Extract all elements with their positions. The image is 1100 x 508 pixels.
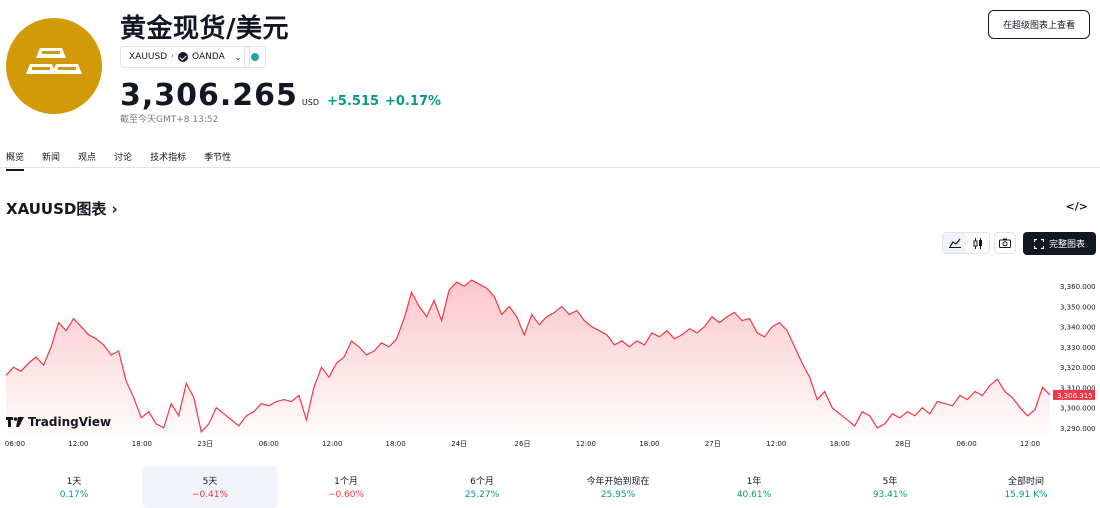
x-tick-label: 12:00 xyxy=(1020,440,1040,448)
market-open-dot-icon xyxy=(251,53,259,61)
x-tick-label: 12:00 xyxy=(576,440,596,448)
period-6m[interactable]: 6个月 25.27% xyxy=(414,466,550,508)
gold-bars-logo xyxy=(6,18,102,114)
x-tick-label: 06:00 xyxy=(957,440,977,448)
y-tick-label: 3,290.000 xyxy=(1060,425,1096,433)
tab-seasonals[interactable]: 季节性 xyxy=(204,153,232,163)
y-tick-label: 3,300.000 xyxy=(1060,405,1096,413)
tab-bar: 概览 新闻 观点 讨论 技术指标 季节性 xyxy=(6,150,231,171)
symbol-label: XAUUSD xyxy=(129,52,168,62)
x-tick-label: 06:00 xyxy=(259,440,279,448)
x-tick-label: 18:00 xyxy=(132,440,152,448)
broker-label: OANDA xyxy=(192,52,225,62)
embed-code-icon[interactable]: </> xyxy=(1065,200,1088,213)
period-5d[interactable]: 5天 −0.41% xyxy=(142,466,278,508)
x-tick-label: 27日 xyxy=(705,440,721,448)
period-5y[interactable]: 5年 93.41% xyxy=(822,466,958,508)
market-status-button[interactable] xyxy=(244,46,266,68)
tab-discussion[interactable]: 讨论 xyxy=(114,153,133,163)
tab-technicals[interactable]: 技术指标 xyxy=(150,153,187,163)
performance-periods: 1天 0.17% 5天 −0.41% 1个月 −0.60% 6个月 25.27% 今年开… xyxy=(6,466,1094,508)
period-ytd[interactable]: 今年开始到现在 25.95% xyxy=(550,466,686,508)
tab-ideas[interactable]: 观点 xyxy=(78,153,97,163)
period-value: 25.95% xyxy=(600,490,636,500)
period-value: −0.60% xyxy=(327,490,365,500)
x-tick-label: 06:00 xyxy=(5,440,25,448)
y-tick-label: 3,330.000 xyxy=(1060,344,1096,352)
x-tick-label: 12:00 xyxy=(322,440,342,448)
x-tick-label: 18:00 xyxy=(386,440,406,448)
change-absolute: +5.515 xyxy=(327,94,380,109)
period-label: 1年 xyxy=(746,477,762,487)
period-label: 6个月 xyxy=(470,477,494,487)
price-row: 3,306.265 USD +5.515 +0.17% xyxy=(120,78,447,113)
period-label: 1天 xyxy=(66,477,82,487)
tradingview-brand[interactable]: TradingView xyxy=(6,415,111,429)
full-chart-label: 完整图表 xyxy=(1048,240,1085,250)
symbol-selector[interactable]: XAUUSD · OANDA ⌄ xyxy=(120,46,251,68)
y-tick-label: 3,350.000 xyxy=(1060,303,1096,311)
period-label: 全部时间 xyxy=(1007,477,1044,487)
period-label: 今年开始到现在 xyxy=(586,477,650,487)
period-value: −0.41% xyxy=(191,490,229,500)
tradingview-brand-label: TradingView xyxy=(28,415,112,429)
y-tick-label: 3,310.000 xyxy=(1060,384,1096,392)
x-tick-label: 28日 xyxy=(895,440,911,448)
period-1m[interactable]: 1个月 −0.60% xyxy=(278,466,414,508)
view-on-supercharts-button[interactable]: 在超级图表上查看 xyxy=(988,10,1090,39)
period-value: 93.41% xyxy=(872,490,908,500)
x-tick-label: 18:00 xyxy=(639,440,659,448)
currency-label: USD xyxy=(301,98,320,107)
x-tick-label: 12:00 xyxy=(766,440,786,448)
area-chart-icon[interactable] xyxy=(943,233,966,253)
x-tick-label: 24日 xyxy=(451,440,467,448)
camera-icon[interactable] xyxy=(994,232,1016,254)
change-percent: +0.17% xyxy=(385,94,442,109)
period-value: 40.61% xyxy=(736,490,772,500)
x-tick-label: 18:00 xyxy=(830,440,850,448)
tradingview-logo-icon xyxy=(6,417,24,427)
x-tick-label: 12:00 xyxy=(68,440,88,448)
broker-verified-icon xyxy=(178,52,189,62)
price-line xyxy=(5,279,1051,434)
candlestick-icon[interactable] xyxy=(966,233,989,253)
chevron-down-icon: ⌄ xyxy=(234,52,242,62)
y-tick-label: 3,320.000 xyxy=(1060,364,1096,372)
as-of-time: 截至今天GMT+8 13:52 xyxy=(120,115,219,125)
last-price-label: 3,306.315 xyxy=(1057,392,1093,400)
period-all[interactable]: 全部时间 15.91 K% xyxy=(958,466,1094,508)
chart-section-title[interactable]: XAUUSD图表 › xyxy=(6,200,118,218)
period-value: 25.27% xyxy=(464,490,500,500)
full-chart-button[interactable]: 完整图表 xyxy=(1023,232,1096,255)
y-tick-label: 3,360.000 xyxy=(1060,283,1096,291)
period-label: 5天 xyxy=(202,477,218,487)
period-label: 5年 xyxy=(882,477,898,487)
current-price: 3,306.265 xyxy=(120,78,298,113)
period-label: 1个月 xyxy=(334,477,358,487)
price-area-fill xyxy=(6,280,1050,434)
tab-news[interactable]: 新闻 xyxy=(42,153,61,163)
price-chart[interactable]: 3,360.000 3,350.000 3,340.000 3,330.000 3,32… xyxy=(0,262,1100,452)
x-tick-label: 23日 xyxy=(197,440,213,448)
tab-divider xyxy=(0,167,1100,168)
y-tick-label: 3,340.000 xyxy=(1060,324,1096,332)
period-1y[interactable]: 1年 40.61% xyxy=(686,466,822,508)
period-1d[interactable]: 1天 0.17% xyxy=(6,466,142,508)
last-price-tag xyxy=(1053,389,1095,400)
chart-style-toggle xyxy=(942,232,990,254)
period-value: 0.17% xyxy=(59,490,89,500)
expand-icon xyxy=(1033,238,1044,249)
separator-dot: · xyxy=(171,52,175,62)
period-value: 15.91 K% xyxy=(1004,490,1048,500)
x-tick-label: 26日 xyxy=(515,440,531,448)
page-title: 黄金现货/美元 xyxy=(120,14,289,44)
tab-overview[interactable]: 概览 xyxy=(6,150,25,171)
